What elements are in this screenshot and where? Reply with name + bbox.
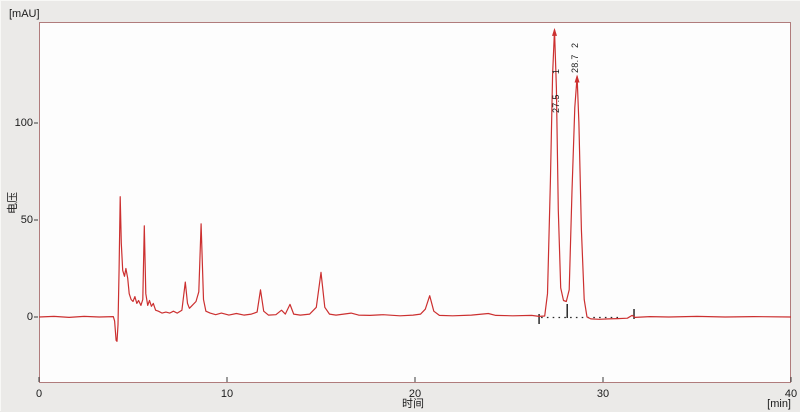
y-unit-label: [mAU] [9,8,40,20]
peak-retention-time-label: 27.5 [551,94,561,113]
peak-retention-time-label: 28.7 [570,54,580,73]
x-tick-label: 20 [408,388,422,400]
peak-number-label: 2 [570,42,580,48]
x-tick-label: 40 [784,388,798,400]
x-tick-label: 10 [220,388,234,400]
x-unit-label: [min] [767,398,791,410]
x-axis-title: 时间 [402,398,424,410]
y-tick-label: 50 [20,214,33,226]
plot-area [39,22,791,383]
y-tick-label: 0 [26,311,33,323]
y-axis-title: 电压 [7,192,19,214]
y-tick-label: 100 [14,117,33,129]
peak-number-label: 1 [551,68,561,74]
x-tick-label: 30 [596,388,610,400]
x-tick-label: 0 [35,388,43,400]
